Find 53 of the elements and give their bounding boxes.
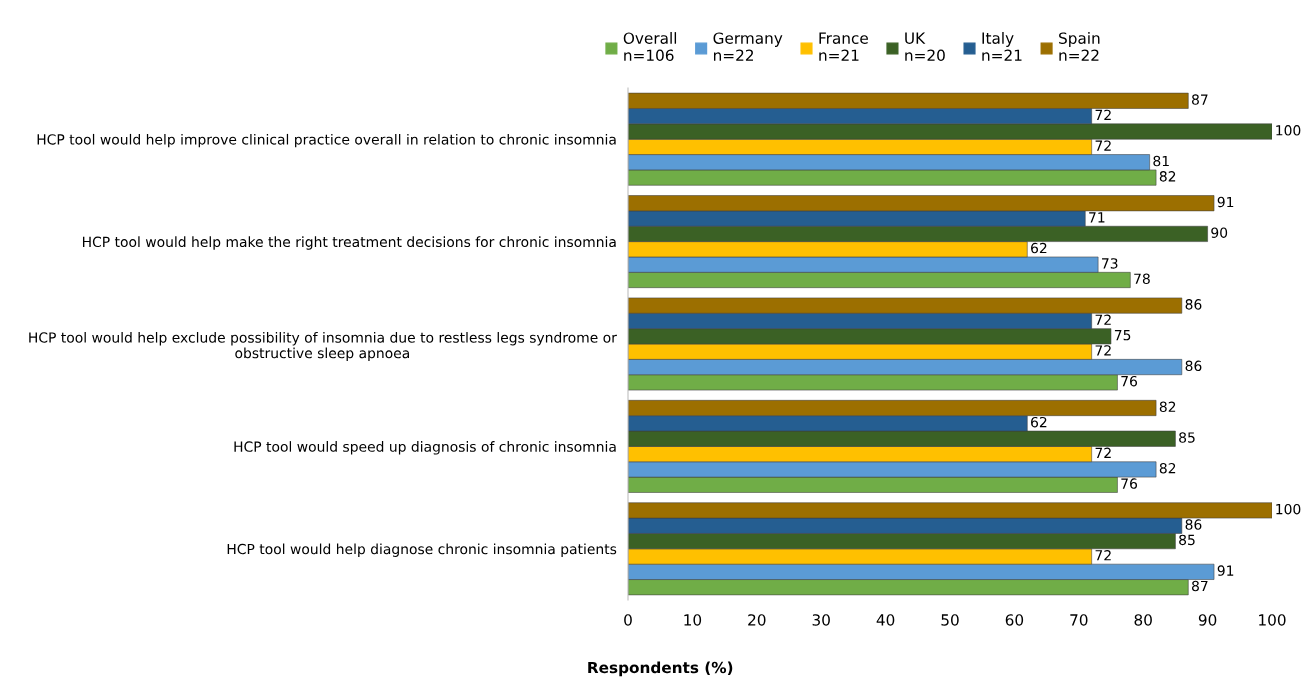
x-tick-label: 80 [1134, 614, 1152, 626]
x-tick-label: 40 [876, 614, 895, 626]
data-label: 76 [1121, 375, 1138, 387]
data-label: 85 [1179, 432, 1195, 443]
data-label: 72 [1095, 345, 1111, 356]
data-label: 86 [1185, 360, 1202, 372]
data-label: 100 [1276, 503, 1301, 515]
data-label: 85 [1179, 534, 1195, 546]
data-label: 91 [1217, 565, 1234, 576]
legend-label: UK n=20 [905, 32, 945, 62]
data-label: 82 [1159, 401, 1176, 413]
data-label: 86 [1185, 519, 1202, 530]
x-tick-label: 10 [684, 614, 702, 626]
legend-label: Spain n=22 [1059, 32, 1100, 61]
data-label: 72 [1095, 140, 1111, 151]
x-tick-label: 0 [624, 614, 632, 626]
legend-label: France n=21 [819, 32, 868, 61]
data-label: 87 [1192, 94, 1208, 105]
data-label: 100 [1276, 125, 1301, 136]
x-axis-title: Respondents (%) [588, 661, 733, 677]
data-label: 71 [1089, 212, 1105, 223]
data-label: 62 [1031, 416, 1047, 428]
data-label: 86 [1185, 299, 1202, 310]
data-label: 76 [1121, 478, 1138, 489]
data-label: 87 [1192, 580, 1208, 592]
legend-label: Overall n=106 [623, 32, 677, 62]
data-label: 78 [1134, 273, 1150, 285]
legend-label: Italy n=21 [982, 32, 1022, 61]
x-tick-label: 60 [1005, 614, 1024, 626]
x-tick-label: 20 [748, 614, 766, 626]
x-tick-label: 70 [1070, 614, 1088, 626]
data-label: 72 [1095, 109, 1111, 120]
x-tick-label: 100 [1259, 614, 1286, 626]
data-label: 90 [1211, 227, 1228, 238]
data-label: 75 [1114, 330, 1131, 341]
y-tick-label: HCP tool would speed up diagnosis of chronic insomnia [234, 441, 616, 455]
data-label: 82 [1159, 171, 1176, 182]
x-tick-label: 50 [941, 614, 959, 626]
data-label: 81 [1153, 155, 1169, 167]
data-label: 91 [1217, 196, 1234, 208]
data-label: 73 [1102, 258, 1118, 269]
data-label: 82 [1159, 462, 1176, 474]
data-label: 72 [1095, 314, 1111, 325]
data-label: 72 [1095, 447, 1111, 458]
y-tick-label: HCP tool would help make the right treatment decisions for chronic insomnia [82, 236, 616, 250]
data-label: 62 [1031, 242, 1047, 254]
x-tick-label: 90 [1198, 614, 1217, 626]
y-tick-label: HCP tool would help diagnose chronic insomnia patients [227, 543, 617, 557]
y-tick-label: HCP tool would help exclude possibility of insomnia due to restless legs syndrome or obstructive sleep apnoea [29, 332, 617, 361]
x-tick-label: 30 [812, 614, 830, 626]
data-label: 72 [1095, 550, 1111, 561]
legend-label: Germany n=22 [713, 32, 783, 61]
y-tick-label: HCP tool would help improve clinical practice overall in relation to chronic insomnia [37, 133, 616, 148]
